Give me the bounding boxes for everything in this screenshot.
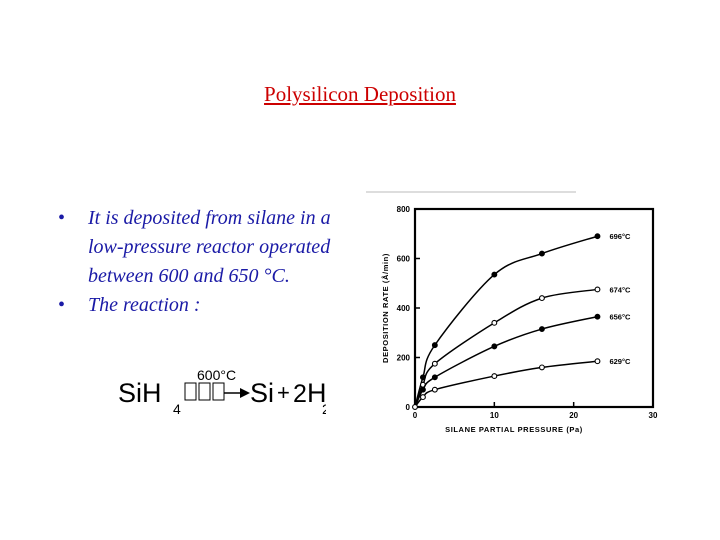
data-point bbox=[594, 358, 601, 365]
series-label: 696°C bbox=[609, 232, 631, 241]
data-point bbox=[431, 360, 438, 367]
data-point bbox=[538, 364, 545, 371]
data-point bbox=[491, 319, 498, 326]
slide-title: Polysilicon Deposition bbox=[264, 82, 456, 106]
data-point bbox=[491, 271, 498, 278]
series-line bbox=[414, 360, 598, 408]
bullet-symbol: • bbox=[58, 207, 66, 229]
reaction-equation-svg: SiH 4 600°C Si + 2 H 2 bbox=[118, 367, 330, 417]
data-point bbox=[538, 250, 545, 257]
bullet-text: The reaction : bbox=[88, 294, 201, 316]
reaction-condition: 600°C bbox=[197, 367, 236, 383]
coefficient: 2 bbox=[293, 380, 307, 408]
data-point bbox=[431, 342, 438, 349]
x-tick-label: 30 bbox=[649, 411, 658, 420]
series-line bbox=[414, 288, 598, 408]
data-point bbox=[431, 386, 438, 393]
y-tick-label: 400 bbox=[397, 304, 411, 313]
y-tick-label: 600 bbox=[397, 255, 411, 264]
data-point bbox=[594, 313, 601, 320]
bullet-symbol: • bbox=[58, 294, 66, 316]
y-tick-label: 0 bbox=[406, 403, 411, 412]
deposition-rate-chart: 0 200 400 600 800 0 10 20 30 SILANE PARTIAL PRESS… bbox=[366, 190, 676, 450]
series-label: 674°C bbox=[609, 285, 631, 294]
data-point bbox=[594, 286, 601, 293]
data-point bbox=[538, 326, 545, 332]
y-axis-label: DEPOSITION RATE (Å/min) bbox=[381, 253, 390, 363]
reaction-arrow-icon bbox=[240, 388, 250, 398]
data-point bbox=[491, 373, 498, 380]
data-point bbox=[412, 404, 418, 410]
x-tick-label: 0 bbox=[413, 411, 418, 420]
data-point bbox=[419, 386, 426, 393]
reaction-equation: SiH 4 600°C Si + 2 H 2 bbox=[116, 360, 330, 420]
series-label: 656°C bbox=[609, 313, 631, 322]
series-line bbox=[414, 315, 598, 408]
product-hydrogen: H bbox=[307, 378, 326, 408]
bullet-item: • It is deposited from silane in a low-p… bbox=[58, 204, 358, 291]
x-tick-label: 10 bbox=[490, 411, 499, 420]
missing-glyph-box bbox=[212, 382, 225, 401]
data-point bbox=[594, 233, 601, 240]
reactant-symbol: SiH bbox=[118, 378, 162, 408]
data-point bbox=[538, 295, 545, 302]
x-axis-label: SILANE PARTIAL PRESSURE (Pa) bbox=[445, 425, 583, 434]
missing-glyph-box bbox=[184, 382, 197, 401]
product-subscript: 2 bbox=[322, 401, 326, 417]
chart-svg: 0 200 400 600 800 0 10 20 30 SILANE PARTIAL PRESS… bbox=[366, 191, 658, 434]
series-label: 629°C bbox=[609, 357, 631, 366]
x-tick-label: 20 bbox=[569, 411, 578, 420]
plus-sign: + bbox=[277, 380, 290, 405]
bullet-text: It is deposited from silane in a low-pre… bbox=[88, 207, 331, 287]
reactant-subscript: 4 bbox=[173, 401, 181, 417]
bullet-list: • It is deposited from silane in a low-p… bbox=[58, 204, 358, 320]
missing-glyph-box bbox=[198, 382, 211, 401]
data-point bbox=[491, 343, 498, 350]
bullet-item: • The reaction : bbox=[58, 291, 358, 320]
product-silicon: Si bbox=[250, 378, 274, 408]
data-point bbox=[419, 394, 426, 401]
y-tick-label: 200 bbox=[397, 354, 411, 363]
y-tick-label: 800 bbox=[397, 205, 411, 214]
data-point bbox=[431, 374, 438, 381]
